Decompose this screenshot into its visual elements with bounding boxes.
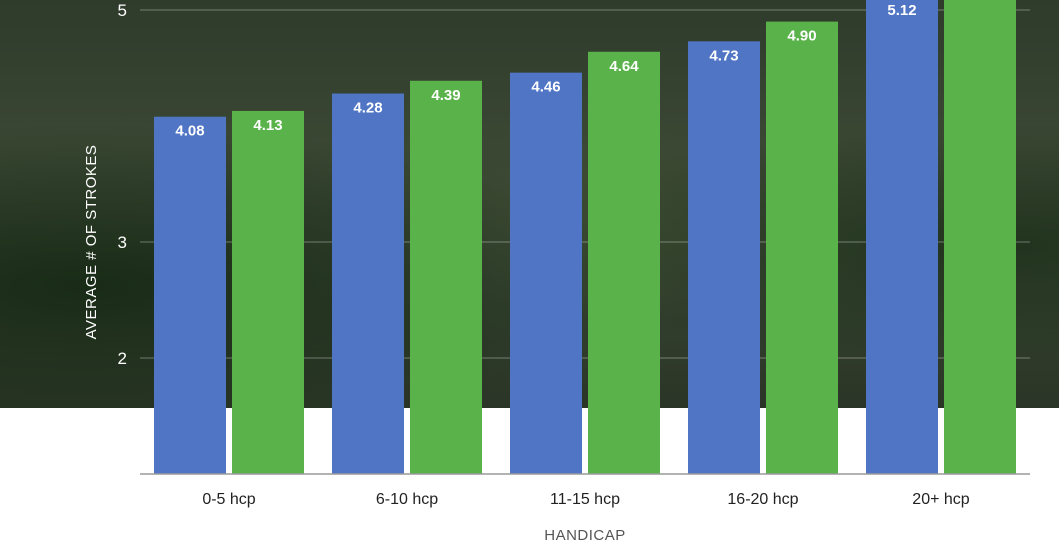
bar	[332, 93, 404, 475]
bar-value-labels: 4.084.134.284.394.464.644.734.905.125.31	[175, 2, 916, 140]
bar-value-label: 4.08	[175, 123, 204, 140]
y-tick-label: 3	[118, 233, 127, 252]
bar	[688, 41, 760, 474]
x-tick-label: 20+ hcp	[912, 491, 969, 508]
x-tick-label: 16-20 hcp	[727, 491, 798, 508]
bar	[944, 0, 1016, 474]
bar-value-label: 4.90	[787, 28, 816, 45]
bar	[232, 110, 304, 475]
y-axis-ticks: 2356	[118, 1, 127, 368]
bar	[154, 116, 226, 474]
bar-value-label: 4.46	[531, 79, 560, 96]
bar	[866, 0, 938, 475]
bar	[588, 51, 660, 474]
x-axis-ticks: 0-5 hcp 6-10 hcp 11-15 hcp 16-20 hcp 20+ hcp	[202, 491, 969, 508]
bar-value-label: 4.64	[609, 58, 639, 75]
x-tick-label: 0-5 hcp	[202, 491, 255, 508]
bar-value-label: 4.13	[253, 117, 282, 134]
y-tick-label: 5	[118, 1, 127, 20]
bar	[510, 72, 582, 474]
x-tick-label: 6-10 hcp	[376, 491, 438, 508]
y-tick-label: 2	[118, 349, 127, 368]
bar-value-label: 4.39	[431, 87, 460, 104]
y-axis-title: AVERAGE # OF STROKES	[83, 145, 100, 340]
x-tick-label: 11-15 hcp	[550, 491, 620, 508]
bars	[154, 0, 1016, 475]
bar-value-label: 4.73	[709, 47, 738, 64]
bar-value-label: 4.28	[353, 100, 382, 117]
bar	[410, 80, 482, 474]
bar-value-label: 5.12	[887, 2, 916, 19]
bar	[766, 21, 838, 474]
x-axis-title: HANDICAP	[544, 527, 626, 543]
